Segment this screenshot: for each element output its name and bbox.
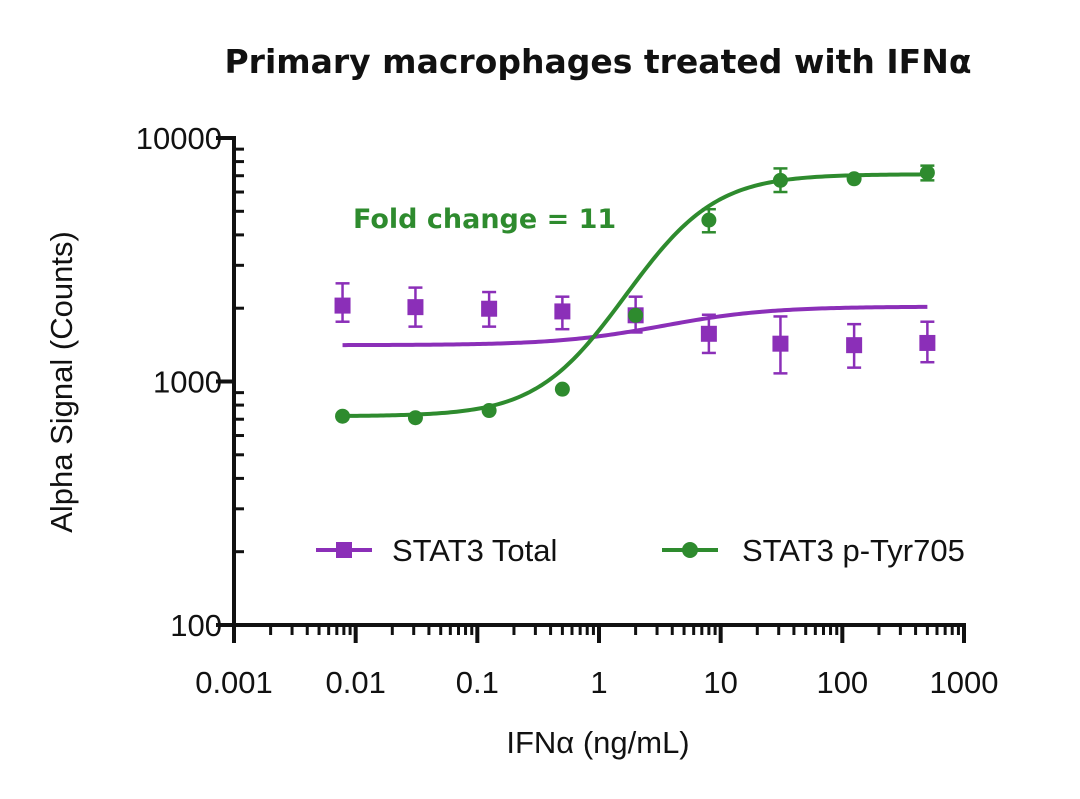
legend-label-stat3-total: STAT3 Total (392, 533, 557, 568)
y-tick-label: 1000 (153, 365, 222, 400)
data-point-circle (919, 165, 935, 181)
data-point-square (334, 297, 351, 314)
legend-item-stat3-total: STAT3 Total (316, 533, 557, 568)
data-point-circle (554, 381, 570, 397)
y-tick-label: 10000 (136, 121, 222, 156)
data-point-circle (407, 410, 423, 426)
legend: STAT3 Total STAT3 p-Tyr705 (316, 533, 965, 568)
series-1 (335, 164, 935, 426)
data-point-square (846, 337, 863, 354)
series-layer (334, 164, 936, 426)
x-tick-label: 1 (590, 665, 607, 700)
fit-curve (342, 172, 928, 418)
legend-label-stat3-ptyr705: STAT3 p-Tyr705 (742, 533, 965, 568)
data-point-circle (628, 307, 644, 323)
y-tick-label: 100 (170, 608, 222, 643)
x-tick-label: 100 (816, 665, 868, 700)
series-0 (334, 282, 936, 375)
data-point-circle (846, 171, 862, 187)
data-point-circle (335, 408, 351, 424)
data-point-circle (481, 403, 497, 419)
x-axis-title: IFNα (ng/mL) (506, 725, 689, 760)
x-tick-label: 10 (703, 665, 737, 700)
data-point-square (772, 335, 789, 352)
data-point-square (919, 334, 936, 351)
legend-marker-square (336, 542, 352, 558)
chart-title: Primary macrophages treated with IFNα (224, 42, 971, 81)
data-point-square (554, 303, 571, 320)
data-point-square (481, 300, 498, 317)
x-tick-label: 1000 (930, 665, 999, 700)
data-point-square (700, 325, 717, 342)
x-tick-label: 0.01 (325, 665, 385, 700)
x-tick-label: 0.1 (456, 665, 499, 700)
fold-change-annotation: Fold change = 11 (353, 204, 616, 235)
legend-item-stat3-ptyr705: STAT3 p-Tyr705 (662, 533, 965, 568)
data-point-circle (701, 212, 717, 228)
x-tick-label: 0.001 (195, 665, 273, 700)
legend-marker-circle (682, 542, 698, 558)
y-axis-title: Alpha Signal (Counts) (44, 231, 79, 533)
axes: 0.001 0.01 0.1 1 10 100 1000 100 1000 10000 (136, 121, 999, 700)
data-point-square (407, 299, 424, 316)
data-point-circle (772, 172, 788, 188)
